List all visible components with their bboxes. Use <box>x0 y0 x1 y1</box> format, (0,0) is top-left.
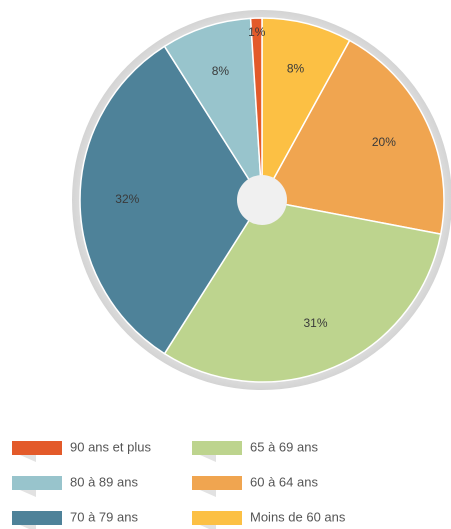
legend-label: 60 à 64 ans <box>250 474 318 489</box>
legend-shadow <box>20 455 36 462</box>
pie-slice <box>163 17 263 201</box>
slice-label: 31% <box>303 316 327 330</box>
pie-hole <box>237 175 287 225</box>
legend-label: 65 à 69 ans <box>250 439 318 454</box>
pie-slice <box>261 17 351 201</box>
legend-swatch <box>12 511 62 525</box>
legend-swatch <box>192 476 242 490</box>
legend-label: Moins de 60 ans <box>250 509 346 524</box>
legend-swatch <box>192 511 242 525</box>
legend-swatch <box>12 476 62 490</box>
legend-shadow <box>200 490 216 497</box>
legend-label: 80 à 89 ans <box>70 474 138 489</box>
legend-swatch <box>192 441 242 455</box>
slice-label: 32% <box>115 192 139 206</box>
slice-label: 20% <box>372 135 396 149</box>
slices <box>79 17 445 383</box>
pie-slice <box>249 17 263 201</box>
labels: 8% 20% 31% 32% 8% 1% <box>115 25 396 330</box>
legend-shadow <box>20 525 36 529</box>
legend: Moins de 60 ans 60 à 64 ans 65 à 69 ans 70 … <box>12 439 346 529</box>
legend-label: 90 ans et plus <box>70 439 151 454</box>
pie-slice <box>79 45 263 355</box>
slice-label: 8% <box>212 64 230 78</box>
legend-swatch <box>12 441 62 455</box>
legend-shadow <box>20 490 36 497</box>
slice-label: 8% <box>287 62 305 76</box>
slice-label: 1% <box>248 25 266 39</box>
pie-slice <box>260 39 445 235</box>
legend-shadow <box>200 525 216 529</box>
legend-label: 70 à 79 ans <box>70 509 138 524</box>
legend-shadow <box>200 455 216 462</box>
